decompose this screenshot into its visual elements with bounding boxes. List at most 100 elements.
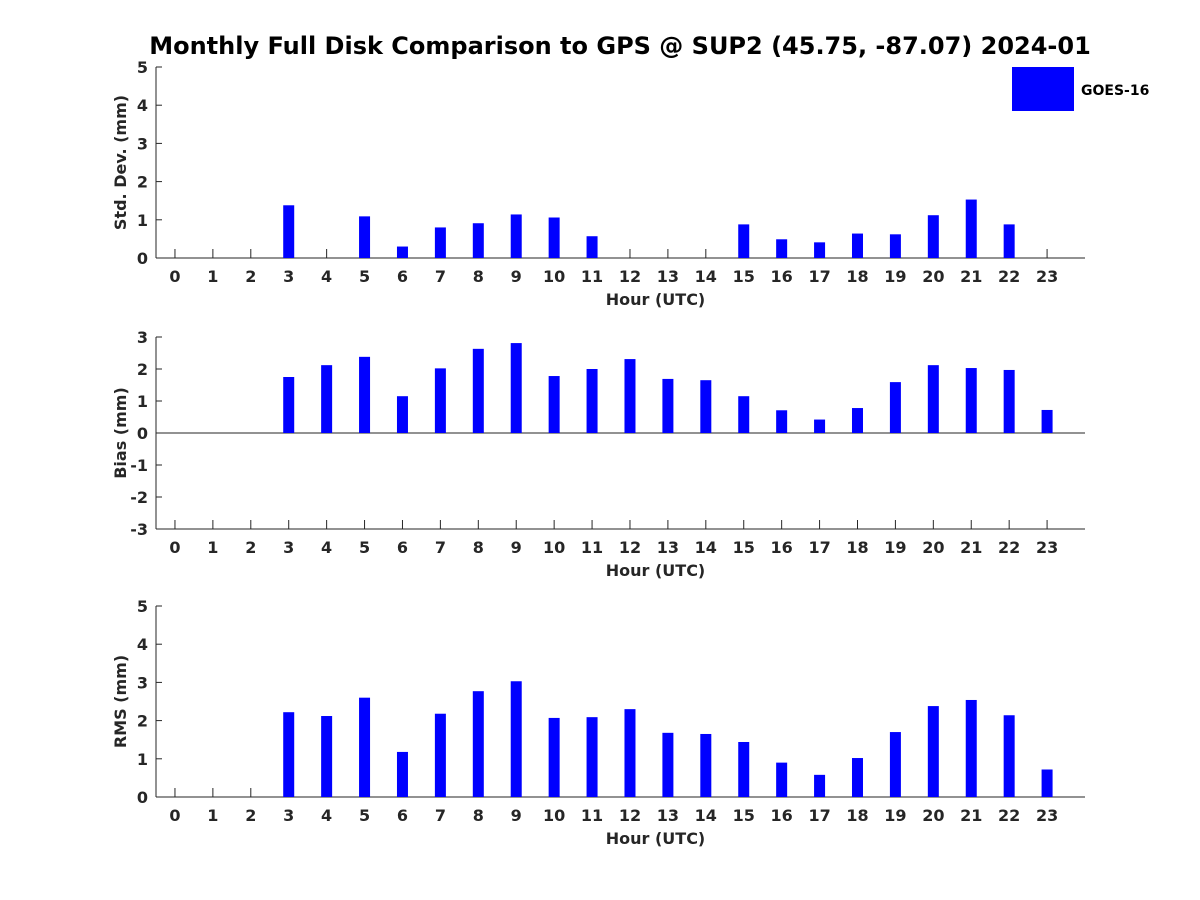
x-tick-label: 17	[808, 267, 830, 286]
bar-hour-11	[586, 717, 598, 797]
bar-hour-5	[359, 356, 371, 433]
bar-hour-9	[510, 214, 522, 258]
bar-hour-7	[434, 368, 446, 433]
bar-hour-19	[889, 234, 901, 258]
x-tick-label: 3	[283, 806, 294, 825]
y-tick-label: 2	[137, 360, 148, 379]
x-tick-label: 12	[619, 538, 641, 557]
bar-hour-3	[283, 712, 295, 797]
x-tick-label: 13	[657, 538, 679, 557]
bar-hour-13	[662, 378, 674, 433]
bar-hour-6	[396, 751, 408, 797]
y-tick-label: -3	[130, 520, 148, 539]
x-tick-label: 2	[245, 538, 256, 557]
x-tick-label: 0	[169, 267, 180, 286]
bar-hour-22	[1003, 224, 1015, 258]
x-tick-label: 10	[543, 806, 565, 825]
bar-hour-3	[283, 377, 295, 433]
x-tick-label: 18	[846, 538, 868, 557]
x-tick-label: 15	[733, 538, 755, 557]
x-tick-label: 15	[733, 267, 755, 286]
x-tick-label: 10	[543, 267, 565, 286]
x-tick-label: 6	[397, 806, 408, 825]
y-tick-label: 3	[137, 673, 148, 692]
x-tick-label: 16	[771, 538, 793, 557]
y-tick-label: 2	[137, 712, 148, 731]
bar-hour-9	[510, 681, 522, 797]
bar-hour-10	[548, 717, 560, 797]
bar-hour-17	[814, 242, 826, 258]
y-tick-label: 3	[137, 134, 148, 153]
x-tick-label: 1	[207, 267, 218, 286]
bar-hour-21	[965, 699, 977, 797]
y-tick-label: 1	[137, 750, 148, 769]
x-tick-label: 18	[846, 806, 868, 825]
x-tick-label: 9	[511, 267, 522, 286]
x-tick-label: 16	[771, 267, 793, 286]
x-tick-label: 22	[998, 538, 1020, 557]
x-tick-label: 10	[543, 538, 565, 557]
bar-hour-16	[776, 239, 788, 258]
bar-hour-5	[359, 697, 371, 797]
bar-hour-18	[851, 758, 863, 797]
x-tick-label: 0	[169, 538, 180, 557]
x-tick-label: 2	[245, 806, 256, 825]
bar-hour-15	[738, 396, 750, 433]
x-tick-label: 5	[359, 267, 370, 286]
bar-hour-14	[700, 380, 712, 433]
y-tick-label: 0	[137, 424, 148, 443]
bar-hour-6	[396, 396, 408, 433]
bar-hour-8	[472, 691, 484, 797]
bar-hour-13	[662, 732, 674, 797]
y-tick-label: 5	[137, 58, 148, 77]
bar-hour-19	[889, 732, 901, 797]
bar-hour-4	[321, 716, 333, 797]
x-tick-label: 14	[695, 538, 717, 557]
y-axis-label: Bias (mm)	[111, 387, 130, 479]
x-tick-label: 23	[1036, 806, 1058, 825]
x-axis-label: Hour (UTC)	[606, 829, 706, 848]
bar-hour-23	[1041, 769, 1053, 797]
bar-hour-20	[927, 365, 939, 433]
bar-hour-4	[321, 365, 333, 433]
y-tick-label: 1	[137, 392, 148, 411]
bar-hour-10	[548, 376, 560, 433]
x-tick-label: 17	[808, 806, 830, 825]
bar-hour-11	[586, 236, 598, 258]
bar-hour-8	[472, 348, 484, 433]
bar-hour-18	[851, 233, 863, 258]
bar-hour-9	[510, 343, 522, 433]
bar-hour-12	[624, 709, 636, 797]
bar-hour-16	[776, 410, 788, 433]
y-axis-label: Std. Dev. (mm)	[111, 95, 130, 230]
bar-hour-6	[396, 246, 408, 258]
legend-swatch-goes16	[1012, 67, 1074, 111]
bar-hour-7	[434, 227, 446, 258]
bar-hour-22	[1003, 369, 1015, 433]
x-tick-label: 3	[283, 538, 294, 557]
x-tick-label: 14	[695, 267, 717, 286]
x-tick-label: 2	[245, 267, 256, 286]
y-tick-label: -2	[130, 488, 148, 507]
chart-title: Monthly Full Disk Comparison to GPS @ SU…	[149, 32, 1091, 60]
bar-hour-22	[1003, 715, 1015, 797]
x-tick-label: 15	[733, 806, 755, 825]
y-axis-label: RMS (mm)	[111, 655, 130, 748]
x-tick-label: 7	[435, 267, 446, 286]
x-tick-label: 1	[207, 538, 218, 557]
x-tick-label: 14	[695, 806, 717, 825]
x-tick-label: 17	[808, 538, 830, 557]
bar-hour-8	[472, 223, 484, 258]
bar-hour-7	[434, 713, 446, 797]
x-tick-label: 8	[473, 806, 484, 825]
bar-hour-19	[889, 382, 901, 433]
x-tick-label: 22	[998, 267, 1020, 286]
x-tick-label: 13	[657, 267, 679, 286]
y-tick-label: 3	[137, 328, 148, 347]
bar-hour-12	[624, 359, 636, 433]
bar-hour-15	[738, 741, 750, 797]
legend-label-goes16: GOES-16	[1081, 83, 1149, 99]
bar-hour-5	[359, 216, 371, 258]
